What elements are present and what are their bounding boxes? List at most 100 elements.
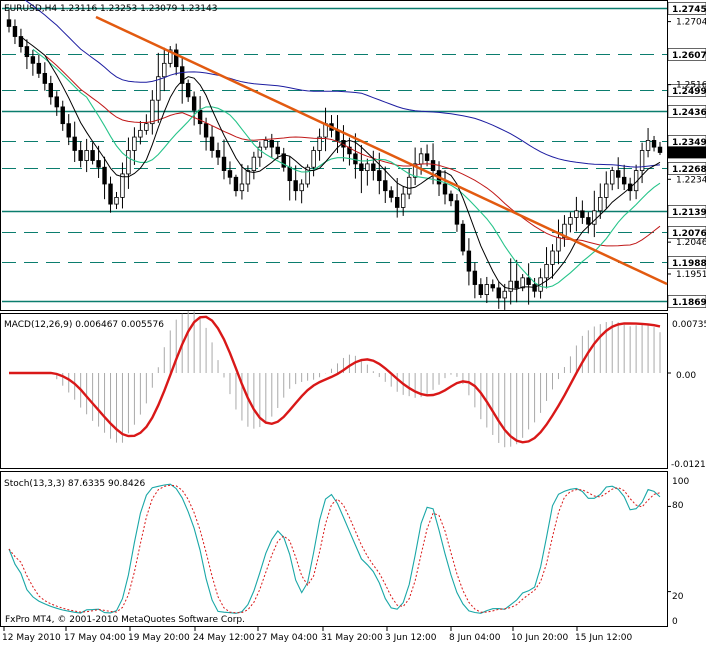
candle-body	[574, 210, 579, 218]
candle-body	[78, 150, 83, 161]
candle-body	[400, 193, 406, 208]
candle-body	[281, 153, 286, 168]
candle-body	[412, 163, 418, 178]
candle-body	[430, 160, 436, 171]
candle-body	[257, 146, 263, 158]
candle-body	[203, 123, 209, 138]
macd-panel-frame	[0, 313, 668, 469]
candle-body	[472, 270, 478, 285]
current-price-box	[668, 146, 706, 159]
candle-body	[227, 170, 233, 178]
macd-tick-zero: 0.00	[676, 371, 696, 381]
main-panel-frame	[0, 0, 668, 311]
symbol-info: EURUSD,H4 1.23116 1.23253 1.23079 1.2314…	[4, 4, 217, 14]
candle-body	[30, 56, 36, 64]
candle-body	[138, 129, 143, 138]
candle-body	[132, 136, 137, 151]
price-tick-2: 1.22340	[676, 175, 706, 185]
level-label-box	[667, 256, 706, 269]
price-axis: 1.27045 1.25165 1.22340 1.20465 1.19515	[667, 18, 706, 280]
candle-body	[586, 217, 591, 225]
candle-body	[616, 170, 621, 178]
time-label-9: 15 Jun 12:00	[575, 633, 632, 643]
candle-body	[54, 96, 59, 108]
price-tick-4: 1.19515	[676, 270, 706, 280]
ma-red-line	[44, 54, 661, 247]
stoch-label: Stoch(13,3,3) 87.6335 90.8426	[4, 479, 145, 489]
price-tick-3: 1.20465	[676, 238, 706, 248]
time-label-8: 10 Jun 20:00	[511, 633, 568, 643]
candle-body	[233, 176, 239, 192]
candle-body	[544, 264, 549, 279]
candle-body	[639, 150, 645, 171]
candle-body	[526, 277, 531, 285]
level-label-box	[667, 162, 706, 175]
macd-signal-line	[9, 315, 661, 444]
time-label-1: 17 May 04:00	[64, 633, 126, 643]
candle-body	[365, 163, 370, 171]
level-label-box	[667, 295, 706, 308]
candle-body	[90, 150, 95, 161]
candle-body	[293, 180, 298, 192]
candle-body	[645, 140, 651, 151]
price-tick-0: 1.27045	[676, 18, 706, 28]
candle-body	[108, 183, 113, 205]
moving-averages	[20, 0, 661, 290]
candle-body	[299, 183, 304, 192]
time-label-7: 8 Jun 04:00	[449, 633, 501, 643]
candle-body	[448, 193, 454, 202]
level-label-box	[667, 2, 706, 15]
level-label-4: 1.2349	[672, 138, 706, 148]
candle-body	[568, 217, 573, 225]
candle-body	[209, 136, 215, 151]
time-label-0: 12 May 2010	[2, 633, 61, 643]
level-label-box	[667, 48, 706, 61]
candle-body	[60, 106, 65, 125]
candle-body	[215, 150, 221, 158]
trendline[interactable]	[95, 15, 668, 286]
candle-body	[550, 250, 555, 265]
candle-body	[275, 146, 280, 155]
candle-body	[496, 287, 501, 299]
candle-body	[556, 237, 561, 252]
candle-body	[144, 123, 149, 131]
candle-body	[466, 250, 472, 272]
candle-body	[460, 223, 466, 252]
candle-body	[114, 196, 119, 205]
candle-body	[514, 280, 519, 289]
level-label-0: 1.2745	[672, 5, 706, 15]
candle-body	[120, 173, 125, 198]
candle-body	[604, 183, 609, 198]
candle-body	[383, 180, 388, 192]
time-label-2: 19 May 20:00	[128, 633, 190, 643]
candle-body	[197, 109, 203, 125]
stoch-tick-20: 20	[672, 592, 684, 602]
candle-body	[263, 140, 269, 148]
candle-body	[24, 46, 30, 58]
candle-body	[502, 290, 507, 299]
candle-body	[610, 170, 615, 185]
level-label-6: 1.21393	[672, 208, 706, 218]
candle-body	[174, 49, 179, 68]
candle-body	[162, 62, 167, 78]
macd-label: MACD(12,26,9) 0.006467 0.005576	[4, 320, 164, 330]
candle-body	[478, 284, 484, 295]
candle-body	[251, 156, 257, 171]
level-label-9: 1.18694	[672, 298, 706, 308]
candle-body	[126, 150, 131, 175]
candle-body	[657, 146, 663, 153]
candle-body	[305, 166, 310, 185]
candle-body	[621, 176, 627, 185]
level-label-8: 1.1988	[672, 259, 706, 269]
candle-body	[454, 200, 460, 225]
candle-body	[490, 284, 495, 289]
stoch-main-line	[8, 483, 661, 614]
stoch-tick-100: 100	[672, 477, 689, 487]
level-label-3: 1.24365	[672, 108, 706, 118]
candle-body	[48, 83, 53, 98]
candle-body	[191, 96, 197, 111]
candle-body	[389, 190, 394, 198]
price-tick-1: 1.25165	[676, 81, 706, 91]
candle-body	[406, 176, 412, 195]
